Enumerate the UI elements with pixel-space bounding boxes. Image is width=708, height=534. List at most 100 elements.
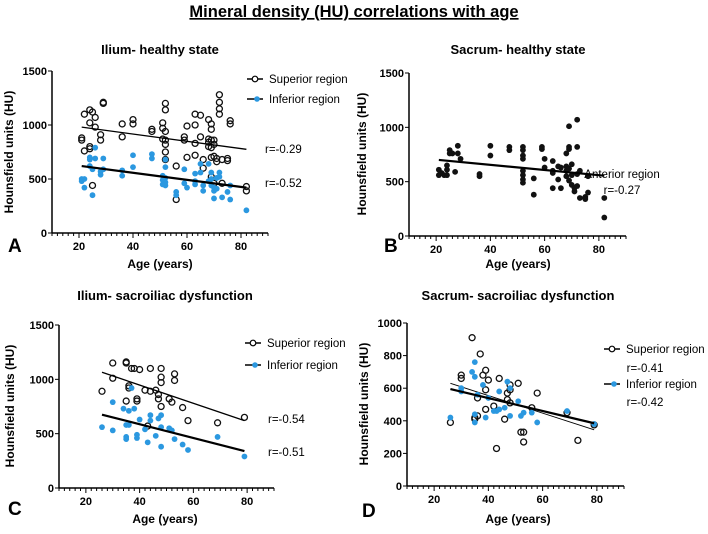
y-axis-label: Hounsfield units (HU) xyxy=(2,91,16,214)
data-point xyxy=(520,409,527,416)
data-point xyxy=(471,419,478,426)
data-point xyxy=(574,116,581,123)
y-tick-label: 1000 xyxy=(380,122,404,134)
data-point xyxy=(191,121,199,129)
x-tick-label: 40 xyxy=(134,496,146,508)
data-point xyxy=(191,139,199,148)
x-tick-label: 60 xyxy=(187,496,199,508)
data-point xyxy=(574,436,582,445)
data-point xyxy=(197,169,204,176)
data-point xyxy=(197,160,204,167)
legend-label: Superior region xyxy=(269,74,348,86)
data-point xyxy=(162,164,169,171)
data-point xyxy=(129,120,137,128)
data-point xyxy=(200,187,207,194)
data-point xyxy=(507,413,513,419)
data-point xyxy=(563,173,570,180)
y-tick-label: 0 xyxy=(48,483,54,495)
x-tick-label: 60 xyxy=(181,241,193,253)
data-point xyxy=(480,382,486,388)
data-point xyxy=(205,160,212,167)
data-point xyxy=(454,142,461,149)
legend-marker xyxy=(251,75,259,83)
data-point xyxy=(161,106,170,114)
y-tick-label: 200 xyxy=(384,448,402,460)
y-tick-label: 800 xyxy=(384,351,402,363)
data-point xyxy=(504,378,511,385)
data-point xyxy=(120,405,127,412)
data-point xyxy=(162,156,169,163)
x-tick-label: 60 xyxy=(537,494,549,506)
data-point xyxy=(131,405,138,412)
data-point xyxy=(530,175,537,182)
data-point xyxy=(200,182,207,189)
data-point xyxy=(86,156,93,163)
data-point xyxy=(97,171,104,178)
data-point xyxy=(468,334,476,342)
data-point xyxy=(496,388,503,395)
data-point xyxy=(162,182,169,189)
data-point xyxy=(144,439,151,446)
legend-label: Inferior region xyxy=(269,94,340,106)
correlation-label: r=-0.54 xyxy=(268,414,305,426)
data-point xyxy=(471,359,478,366)
data-point xyxy=(109,399,116,406)
correlation-label: r=-0.42 xyxy=(627,397,664,409)
y-tick-label: 0 xyxy=(398,231,404,243)
data-point xyxy=(157,378,165,387)
y-tick-label: 0 xyxy=(396,481,402,493)
data-point xyxy=(181,166,188,173)
data-point xyxy=(534,419,541,426)
data-point xyxy=(507,385,513,392)
data-point xyxy=(533,389,541,397)
data-point xyxy=(500,415,509,423)
x-tick-label: 80 xyxy=(591,494,603,506)
data-point xyxy=(568,161,575,168)
data-point xyxy=(454,150,461,157)
data-point xyxy=(192,181,199,188)
data-point xyxy=(208,169,215,176)
data-point xyxy=(216,173,223,180)
data-point xyxy=(149,155,155,162)
data-point xyxy=(100,155,107,162)
data-point xyxy=(530,191,537,198)
data-point xyxy=(142,426,148,433)
data-point xyxy=(241,453,248,460)
legend-label: Anterior region xyxy=(584,169,659,181)
data-point xyxy=(444,172,450,179)
data-point xyxy=(192,170,199,177)
data-point xyxy=(457,371,465,379)
data-point xyxy=(129,115,137,124)
panel-title: Sacrum- sacroiliac dysfunction xyxy=(422,288,615,303)
data-point xyxy=(133,397,141,405)
data-point xyxy=(123,436,130,442)
data-point xyxy=(471,411,478,418)
y-tick-label: 500 xyxy=(36,429,54,441)
data-point xyxy=(519,438,528,446)
data-point xyxy=(88,181,97,190)
data-point xyxy=(199,155,207,164)
data-point xyxy=(179,441,186,448)
regression-line xyxy=(438,158,605,177)
data-point xyxy=(496,406,503,413)
data-point xyxy=(215,91,224,99)
correlation-label: r=-0.29 xyxy=(265,144,302,156)
y-tick-label: 500 xyxy=(386,177,404,189)
series-inferior-region xyxy=(99,385,248,460)
legend-marker xyxy=(249,339,257,347)
y-tick-label: 1500 xyxy=(23,66,47,78)
x-tick-label: 20 xyxy=(428,494,440,506)
series-anterior-region xyxy=(435,116,608,221)
legend-label: Superior region xyxy=(626,344,705,356)
data-point xyxy=(154,395,163,403)
correlation-label: r=-0.27 xyxy=(604,185,641,197)
data-point xyxy=(99,424,105,431)
y-tick-label: 1500 xyxy=(380,68,404,80)
data-point xyxy=(226,117,234,125)
y-axis-label: Hounsfield units (HU) xyxy=(357,343,371,466)
x-axis-label: Age (years) xyxy=(485,257,550,271)
data-point xyxy=(118,120,126,128)
legend-marker xyxy=(252,362,258,368)
data-point xyxy=(564,408,570,414)
